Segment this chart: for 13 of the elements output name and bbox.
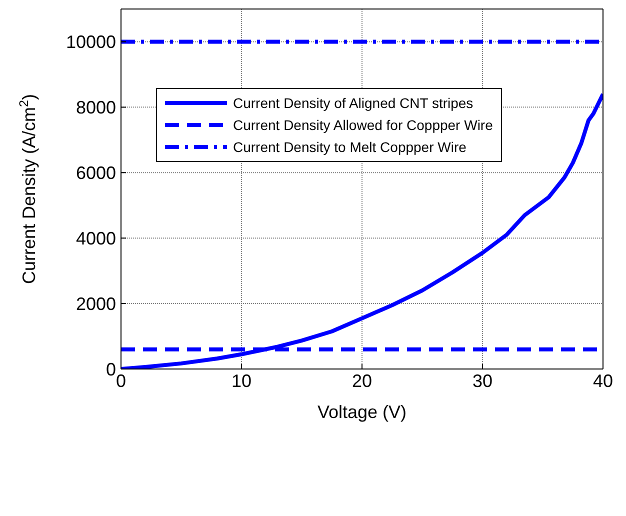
x-tick-label: 30 (472, 370, 493, 391)
legend-label: Current Density Allowed for Coppper Wire (233, 117, 493, 133)
legend-label: Current Density to Melt Coppper Wire (233, 139, 466, 155)
y-tick-label: 2000 (76, 294, 116, 314)
x-tick-label: 10 (231, 370, 252, 391)
x-tick-label: 20 (352, 370, 372, 391)
y-tick-label: 10000 (66, 32, 116, 52)
legend-label: Current Density of Aligned CNT stripes (233, 95, 474, 111)
y-tick-label: 8000 (76, 98, 116, 118)
y-tick-label: 4000 (76, 228, 116, 248)
y-tick-label: 6000 (76, 163, 116, 184)
x-axis-title: Voltage (V) (317, 402, 407, 422)
x-tick-label: 40 (592, 370, 614, 391)
